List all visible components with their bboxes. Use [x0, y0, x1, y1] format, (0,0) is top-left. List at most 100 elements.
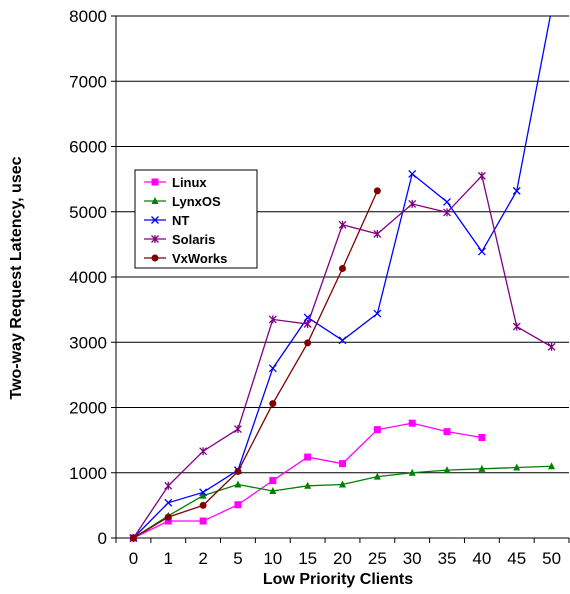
x-tick-label: 50	[542, 549, 561, 568]
data-point-solaris	[338, 220, 347, 229]
series-line-lynxos	[133, 465, 552, 539]
data-point-linux	[199, 517, 207, 525]
data-point-vxworks	[304, 339, 312, 347]
data-point-linux	[164, 517, 172, 525]
x-tick-label: 30	[403, 549, 422, 568]
series-lynxos	[129, 462, 556, 541]
data-point-solaris	[373, 229, 382, 238]
x-tick-label: 0	[129, 549, 138, 568]
data-point-nt	[268, 364, 277, 373]
data-point-nt	[477, 247, 486, 256]
series-vxworks	[129, 187, 381, 542]
x-tick-label: 40	[472, 549, 491, 568]
x-tick-labels: 0 1 2 5 10 15 20 25 30 35 40 45 50	[129, 549, 561, 568]
data-point-solaris	[408, 199, 417, 208]
series-linux	[129, 419, 486, 542]
legend-label-linux: Linux	[172, 175, 207, 190]
data-point-lynxos	[443, 466, 451, 474]
legend-label-lynxos: LynxOS	[172, 194, 221, 209]
data-point-linux	[408, 419, 416, 427]
legend-item-lynxos: LynxOS	[144, 194, 221, 209]
legend-item-solaris: Solaris	[144, 232, 215, 247]
x-tick-label: 5	[233, 549, 242, 568]
legend-marker-lynxos	[151, 197, 159, 204]
legend-item-vxworks: VxWorks	[144, 251, 227, 266]
data-point-linux	[269, 477, 277, 485]
x-tick-label: 2	[198, 549, 207, 568]
x-tick-label: 20	[333, 549, 352, 568]
y-tick-label: 3000	[69, 333, 107, 352]
x-tick-label: 1	[164, 549, 173, 568]
y-tick-label: 6000	[69, 138, 107, 157]
data-point-lynxos	[269, 487, 277, 495]
data-point-nt	[303, 313, 312, 322]
data-point-solaris	[512, 322, 521, 331]
data-point-linux	[478, 434, 486, 442]
data-point-vxworks	[164, 513, 172, 521]
data-point-vxworks	[269, 400, 277, 408]
data-point-solaris	[303, 319, 312, 328]
data-point-solaris	[547, 342, 556, 351]
legend-marker-vxworks	[151, 254, 159, 262]
data-point-linux	[234, 501, 242, 509]
x-tick-label: 10	[263, 549, 282, 568]
data-point-linux	[304, 453, 312, 461]
y-tick-label: 4000	[69, 268, 107, 287]
y-tick-label: 0	[98, 529, 107, 548]
legend-marker-solaris	[151, 235, 159, 243]
axes	[111, 15, 570, 543]
data-point-lynxos	[339, 480, 346, 488]
data-point-solaris	[234, 425, 242, 434]
data-point-lynxos	[234, 480, 242, 488]
y-tick-label: 7000	[69, 72, 107, 91]
x-tick-label: 35	[438, 549, 457, 568]
y-tick-label: 2000	[69, 399, 107, 418]
data-point-nt	[164, 498, 173, 507]
legend-label-vxworks: VxWorks	[172, 251, 227, 266]
data-point-lynxos	[513, 463, 521, 471]
legend-label-nt: NT	[172, 213, 189, 228]
x-tick-label: 15	[298, 549, 317, 568]
data-point-lynxos	[548, 462, 556, 470]
legend-item-linux: Linux	[144, 175, 207, 190]
legend-item-nt: NT	[144, 213, 189, 228]
data-point-nt	[512, 186, 521, 195]
y-tick-label: 1000	[69, 464, 107, 483]
data-point-vxworks	[129, 534, 137, 542]
y-tick-label: 8000	[69, 7, 107, 26]
data-point-solaris	[443, 208, 451, 217]
data-point-solaris	[199, 447, 208, 456]
data-point-vxworks	[199, 501, 207, 509]
y-tick-labels: 0 1000 2000 3000 4000 5000 6000 7000 8000	[69, 7, 107, 548]
data-point-vxworks	[234, 467, 242, 475]
legend-marker-linux	[151, 178, 159, 186]
series-line-linux	[133, 422, 482, 539]
legend-label-solaris: Solaris	[172, 232, 215, 247]
data-point-solaris	[477, 171, 486, 180]
series-group	[129, 16, 556, 542]
data-point-nt	[338, 336, 347, 345]
data-point-solaris	[268, 315, 277, 324]
data-point-lynxos	[373, 472, 381, 480]
data-point-linux	[339, 460, 346, 468]
data-point-lynxos	[199, 491, 207, 499]
data-point-lynxos	[304, 481, 312, 489]
x-axis-title: Low Priority Clients	[263, 571, 413, 588]
y-axis-title: Two-way Request Latency, usec	[8, 156, 25, 399]
data-point-lynxos	[408, 468, 416, 476]
data-point-linux	[373, 426, 381, 434]
x-tick-label: 45	[507, 549, 526, 568]
legend-marker-nt	[151, 216, 159, 224]
data-point-nt	[199, 488, 208, 497]
y-tick-label: 5000	[69, 203, 107, 222]
data-point-vxworks	[339, 265, 346, 273]
legend: Linux LynxOS NT Solaris VxWorks	[134, 169, 258, 269]
data-point-nt	[373, 309, 382, 318]
series-line-vxworks	[133, 190, 378, 539]
data-point-nt	[408, 169, 417, 178]
x-tick-label: 25	[368, 549, 387, 568]
data-point-solaris	[164, 481, 173, 490]
data-point-nt	[443, 198, 451, 206]
data-point-lynxos	[478, 464, 486, 472]
